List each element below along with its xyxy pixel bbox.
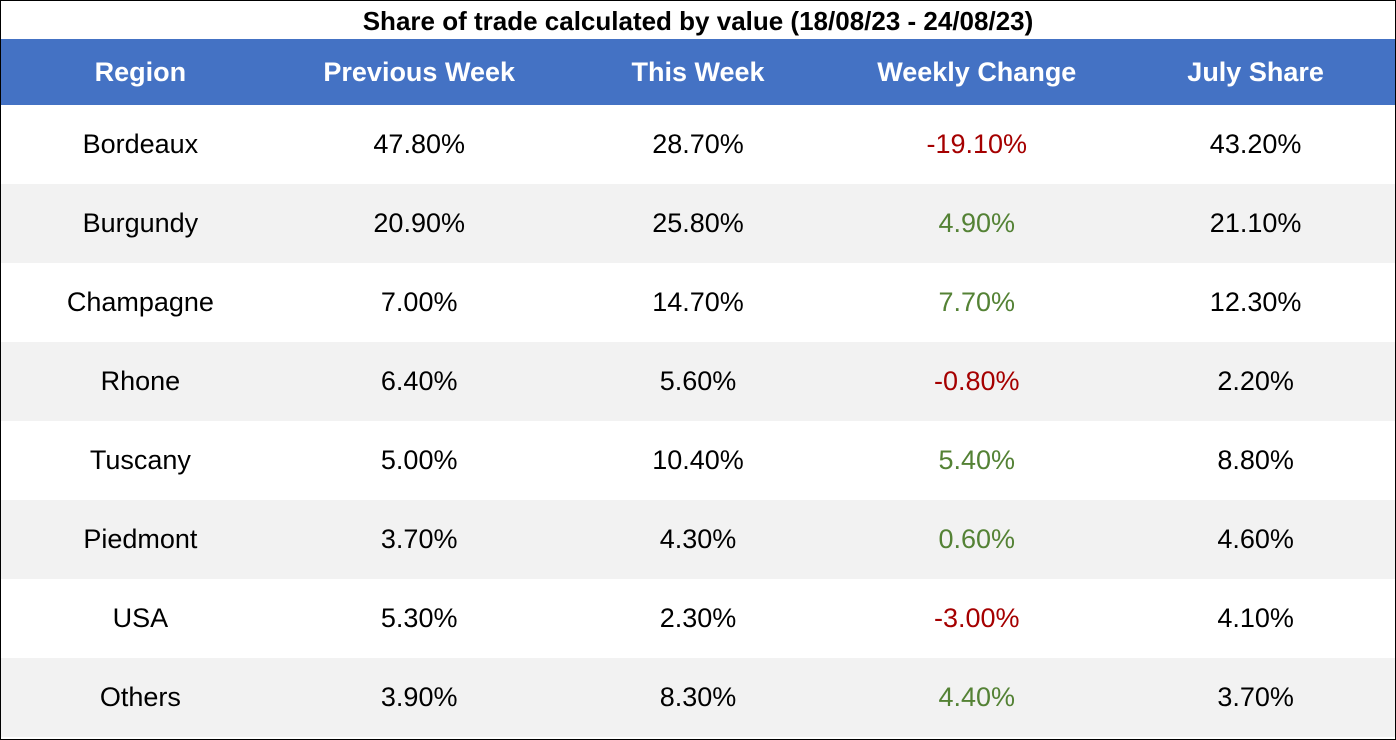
- cell-region: Rhone: [100, 366, 181, 396]
- cell-weekly-change: 0.60%: [938, 524, 1016, 554]
- cell-weekly-change: -19.10%: [926, 129, 1028, 159]
- cell-this-week: 8.30%: [659, 682, 737, 712]
- cell-this-week: 25.80%: [652, 208, 744, 238]
- cell-july-share: 2.20%: [1217, 366, 1294, 396]
- header-this-week: This Week: [631, 56, 765, 87]
- table-body: Bordeaux 47.80% 28.70% -19.10% 43.20% Bu…: [1, 105, 1395, 737]
- table-row: Others 3.90% 8.30% 4.40% 3.70%: [1, 658, 1395, 737]
- cell-previous-week: 7.00%: [380, 287, 458, 317]
- cell-previous-week: 47.80%: [373, 129, 465, 159]
- table-row: Piedmont 3.70% 4.30% 0.60% 4.60%: [1, 500, 1395, 579]
- cell-weekly-change: -3.00%: [934, 603, 1020, 633]
- cell-july-share: 3.70%: [1217, 682, 1294, 712]
- cell-weekly-change: 4.90%: [938, 208, 1016, 238]
- table-row: USA 5.30% 2.30% -3.00% 4.10%: [1, 579, 1395, 658]
- cell-previous-week: 3.90%: [380, 682, 458, 712]
- cell-weekly-change: -0.80%: [934, 366, 1020, 396]
- cell-this-week: 10.40%: [652, 445, 744, 475]
- cell-previous-week: 20.90%: [373, 208, 465, 238]
- cell-region: Tuscany: [89, 445, 191, 475]
- header-previous-week: Previous Week: [323, 56, 515, 87]
- cell-region: Champagne: [66, 287, 214, 317]
- table-title: Share of trade calculated by value (18/0…: [362, 6, 1034, 36]
- table-row: Rhone 6.40% 5.60% -0.80% 2.20%: [1, 342, 1395, 421]
- cell-weekly-change: 5.40%: [938, 445, 1016, 475]
- cell-this-week: 4.30%: [659, 524, 737, 554]
- cell-previous-week: 5.30%: [380, 603, 458, 633]
- trade-share-table: Region Previous Week This Week Weekly Ch…: [1, 39, 1395, 737]
- table-row: Burgundy 20.90% 25.80% 4.90% 21.10%: [1, 184, 1395, 263]
- header-row: Region Previous Week This Week Weekly Ch…: [1, 39, 1395, 105]
- cell-region: USA: [112, 603, 169, 633]
- cell-this-week: 2.30%: [659, 603, 737, 633]
- cell-july-share: 12.30%: [1209, 287, 1302, 317]
- header-region: Region: [94, 56, 187, 87]
- cell-region: Piedmont: [83, 524, 198, 554]
- cell-july-share: 4.60%: [1217, 524, 1294, 554]
- table-row: Bordeaux 47.80% 28.70% -19.10% 43.20%: [1, 105, 1395, 184]
- cell-july-share: 43.20%: [1209, 129, 1302, 159]
- cell-region: Burgundy: [82, 208, 199, 238]
- cell-region: Bordeaux: [82, 129, 199, 159]
- cell-previous-week: 6.40%: [380, 366, 458, 396]
- header-july-share: July Share: [1187, 56, 1324, 87]
- cell-previous-week: 5.00%: [380, 445, 458, 475]
- table-row: Tuscany 5.00% 10.40% 5.40% 8.80%: [1, 421, 1395, 500]
- cell-this-week: 5.60%: [659, 366, 737, 396]
- table-row: Champagne 7.00% 14.70% 7.70% 12.30%: [1, 263, 1395, 342]
- header-weekly-change: Weekly Change: [877, 56, 1077, 87]
- cell-july-share: 4.10%: [1217, 603, 1294, 633]
- cell-previous-week: 3.70%: [380, 524, 458, 554]
- cell-july-share: 8.80%: [1217, 445, 1294, 475]
- cell-weekly-change: 4.40%: [938, 682, 1016, 712]
- cell-this-week: 14.70%: [652, 287, 744, 317]
- cell-region: Others: [99, 682, 181, 712]
- cell-this-week: 28.70%: [652, 129, 744, 159]
- cell-weekly-change: 7.70%: [938, 287, 1016, 317]
- cell-july-share: 21.10%: [1209, 208, 1302, 238]
